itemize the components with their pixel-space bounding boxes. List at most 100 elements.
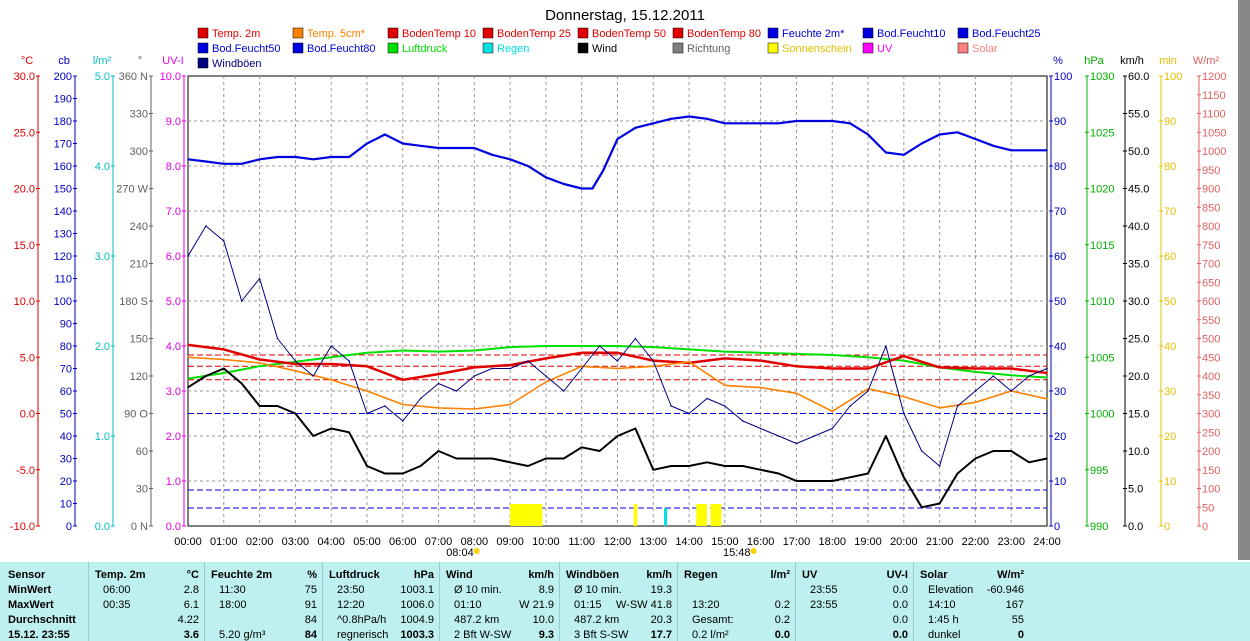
summary-column-hum: Feuchte 2m% 11:30 75 18:00 91 84 5.20 g/m³ 84 [204,562,322,641]
series-point [903,355,905,357]
left-axis-tick-label: 80 [60,341,72,353]
legend-label: BodenTemp 10 [402,28,476,40]
series-point [652,365,655,368]
series-point [437,382,440,385]
series-point [831,427,834,430]
x-tick-label: 16:00 [747,536,775,548]
summary-column-uv: UV UV-I 23:55 0.0 23:55 0.0 0.0 0.0 [795,562,913,641]
left-axis-tick-label: 160 [54,161,72,173]
series-point [903,412,905,415]
series-point [187,377,189,380]
left-axis-tick-label: -5.0 [16,465,35,477]
series-point [920,142,923,145]
legend-swatch [862,27,874,39]
series-point [401,378,404,381]
x-tick-label: 02:00 [246,536,274,548]
right-axis-tick-label: 100 [1054,71,1072,83]
x-tick-label: 06:00 [389,536,417,548]
legend-swatch [197,42,209,54]
series-point [831,480,834,482]
series-point [294,369,297,372]
right-axis-tick-label: 70 [1054,206,1066,218]
x-tick-label: 10:00 [532,536,560,548]
series-point [652,468,655,471]
left-axis-tick-label: 4.0 [166,341,181,353]
summary-cell-value: 0.0 [892,629,908,641]
left-axis-tick-label: 150 [54,184,72,196]
right-axis-tick-label: 1200 [1202,71,1226,83]
right-axis-tick-label: 0 [1054,521,1060,533]
series-point [580,351,583,354]
left-axis-tick-label: 180 [54,116,72,128]
series-point [222,240,225,242]
series-point [1046,376,1048,379]
left-axis-tick-label: 50 [60,409,72,421]
series-point [437,147,440,149]
series-point [384,405,386,407]
series-point [795,442,798,445]
series-point [1010,390,1013,392]
series-point [974,401,977,404]
series-point [401,472,404,475]
summary-cell-value: 1003.1 [400,584,434,596]
legend-swatch [767,27,779,39]
right-axis-tick-label: 1010 [1090,296,1114,308]
legend-label: Feuchte 2m* [782,28,845,40]
series-point [491,457,494,460]
left-axis-tick-label: 30 [60,454,72,466]
legend-swatch [767,42,779,54]
series-point [419,465,422,467]
x-tick-label: 05:00 [353,536,381,548]
summary-cell-value: 75 [304,584,317,596]
right-axis-tick-label: 20 [1164,431,1176,443]
series-point [920,506,923,509]
right-axis-tick-label: 300 [1202,409,1220,421]
series-point [509,158,511,161]
left-axis-tick-label: 120 [54,251,72,263]
series-point [366,351,368,354]
summary-cell-time: 06:00 [103,584,131,596]
right-axis-tick-label: 1100 [1202,109,1226,121]
series-point [956,405,959,407]
summary-cell-time: 11:30 [219,584,246,596]
summary-cell-value: 84 [304,629,317,641]
x-tick-label: 19:00 [854,536,882,548]
series-point [401,403,404,406]
series-point [867,356,869,359]
right-axis-tick-label: 50 [1164,296,1176,308]
summary-cell-value: 0.2 [774,599,790,611]
summary-cell-time: 23:50 [337,584,365,596]
series-point [473,147,476,149]
legend-label: Wind [592,43,617,55]
series-point [330,427,332,430]
left-axis-tick-label: 20.0 [14,184,35,196]
right-axis-tick-label: 40 [1054,341,1066,353]
summary-header-uv: UV [802,569,818,581]
sunshine-bar [696,504,707,526]
series-point [580,345,583,347]
x-tick-label: 01:00 [210,536,238,548]
series-point [992,375,995,377]
series-point [366,390,368,392]
series-point [1028,149,1030,152]
right-axis-tick-label: 1005 [1090,352,1114,364]
summary-column-wind: Wind km/h Ø 10 min. 8.9 01:10 W 21.9 487.2 km 1… [439,562,559,641]
series-point [1046,367,1048,370]
right-axis-tick-label: 10.0 [1128,446,1149,458]
series-point [276,405,279,407]
summary-cell-time: dunkel [928,629,961,641]
legend-swatch [197,57,209,69]
x-tick-label: 00:00 [174,536,202,548]
series-point [455,390,458,392]
series-point [580,365,583,368]
left-axis-tick-label: 1.0 [166,476,181,488]
series-point [956,131,959,134]
series-point [849,122,851,125]
series-point [670,405,672,407]
summary-column-rain: Regen l/m² 13:20 0.2 Gesamt: 0.2 0.2 l/m² 0.0 [677,562,795,641]
summary-header-temp: Temp. 2m [95,569,146,581]
series-point [616,138,619,140]
series-point [813,120,816,122]
x-tick-label: 13:00 [640,536,668,548]
sunset-marker [750,548,757,554]
